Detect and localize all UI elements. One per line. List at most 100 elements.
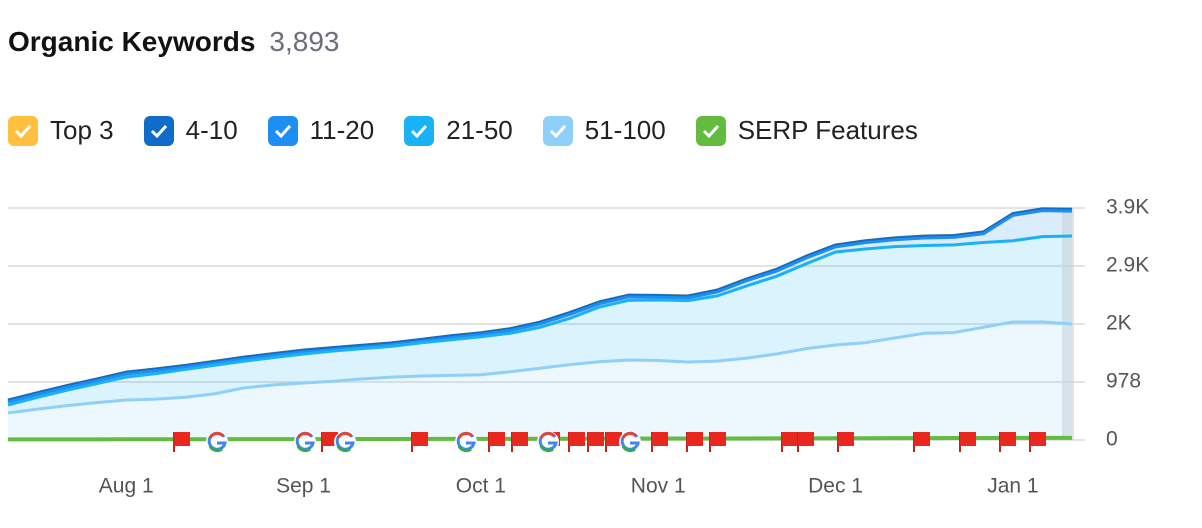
- legend-item[interactable]: Top 3: [8, 115, 114, 146]
- icon-arc: [539, 432, 556, 439]
- area: [8, 235, 1072, 414]
- event-flag: [488, 432, 505, 452]
- google-update-icon: [206, 431, 228, 453]
- event-flag: [913, 432, 930, 452]
- flag: [569, 432, 585, 446]
- y-tick-label: 2K: [1106, 312, 1132, 335]
- area-line: [7, 320, 1073, 415]
- legend-item[interactable]: 4-10: [143, 115, 238, 146]
- flag: [687, 432, 703, 446]
- event-flag: [411, 432, 428, 452]
- flag: [782, 432, 798, 446]
- event-flag: [568, 432, 585, 452]
- event-flag: [321, 432, 338, 452]
- x-tick-label: Nov 1: [631, 475, 686, 498]
- flag: [489, 432, 505, 446]
- flag: [838, 432, 854, 446]
- flag: [652, 432, 668, 446]
- chart-title: Organic Keywords: [8, 26, 256, 57]
- flag: [798, 432, 814, 446]
- check-icon: [549, 124, 566, 138]
- google-update-icon: [619, 431, 641, 453]
- legend-checkbox[interactable]: [267, 115, 298, 146]
- event-flag: [959, 432, 976, 452]
- legend-item[interactable]: 21-50: [404, 115, 513, 146]
- x-tick-label: Sep 1: [276, 475, 331, 498]
- flag: [1030, 432, 1046, 446]
- y-tick-label: 3.9K: [1106, 196, 1149, 219]
- flag: [606, 432, 622, 446]
- event-flag: [686, 432, 703, 452]
- y-tick-label: 978: [1106, 370, 1141, 393]
- check-icon: [411, 124, 428, 138]
- legend-label: Top 3: [50, 115, 114, 145]
- flag: [1000, 432, 1016, 446]
- area-line: [7, 207, 1073, 402]
- check-icon: [14, 124, 32, 138]
- event-flag: [651, 432, 668, 452]
- event-flag: [1029, 432, 1046, 452]
- legend-label: 21-50: [446, 115, 513, 145]
- flag: [322, 432, 338, 446]
- event-flag: [999, 432, 1016, 452]
- event-flag: [781, 432, 798, 452]
- event-flag: [837, 432, 854, 452]
- google-update-icon: [334, 431, 356, 453]
- event-flag: [511, 432, 528, 452]
- legend-item[interactable]: SERP Features: [695, 115, 918, 146]
- flag: [512, 432, 528, 446]
- legend-item[interactable]: 51-100: [542, 115, 666, 146]
- x-tick-label: Oct 1: [456, 475, 506, 498]
- x-tick-label: Aug 1: [99, 475, 154, 498]
- google-update-icon: [537, 431, 559, 453]
- flag: [174, 432, 190, 446]
- icon-arc: [621, 445, 636, 453]
- legend-label: SERP Features: [737, 115, 918, 145]
- legend-checkbox[interactable]: [8, 115, 38, 146]
- legend-label: 4-10: [185, 115, 238, 145]
- icon-arc: [336, 432, 353, 439]
- icon-arc: [621, 432, 638, 439]
- area-line: [7, 209, 1073, 404]
- legend-checkbox[interactable]: [695, 115, 726, 146]
- legend-checkbox[interactable]: [404, 115, 435, 146]
- icon-arc: [539, 445, 554, 453]
- chart-subtitle: 3,893: [269, 26, 340, 57]
- flag: [960, 432, 976, 446]
- google-update-icon: [455, 431, 477, 453]
- legend-checkbox[interactable]: [542, 115, 573, 146]
- legend-label: 11-20: [309, 115, 375, 145]
- flag: [710, 432, 726, 446]
- event-flag: [605, 432, 622, 452]
- flag: [412, 432, 428, 446]
- x-tick-label: Dec 1: [808, 475, 863, 498]
- check-icon: [274, 124, 291, 138]
- area: [8, 321, 1072, 440]
- event-flag: [173, 432, 190, 452]
- icon-arc: [296, 445, 311, 453]
- google-update-icon: [294, 431, 316, 453]
- check-icon: [702, 124, 719, 138]
- area-line: [7, 234, 1073, 407]
- y-tick-label: 0: [1106, 428, 1118, 451]
- flag: [914, 432, 930, 446]
- event-flag: [587, 432, 604, 452]
- header: Organic Keywords 3,893: [8, 26, 339, 58]
- icon-arc: [457, 432, 474, 439]
- legend-checkbox[interactable]: [143, 115, 174, 146]
- icon-arc: [457, 445, 472, 453]
- y-tick-label: 2.9K: [1106, 254, 1149, 277]
- icon-arc: [208, 432, 225, 439]
- icon-arc: [296, 432, 313, 439]
- icon-arc: [208, 445, 223, 453]
- event-flag: [797, 432, 814, 452]
- icon-arc: [336, 445, 351, 453]
- x-tick-label: Jan 1: [987, 475, 1038, 498]
- event-flag: [709, 432, 726, 452]
- legend-item[interactable]: 11-20: [267, 115, 375, 146]
- flag: [588, 432, 604, 446]
- check-icon: [150, 124, 167, 138]
- legend: Top 3 4-10 11-20 21-50 51-100 SERP Features: [8, 115, 918, 146]
